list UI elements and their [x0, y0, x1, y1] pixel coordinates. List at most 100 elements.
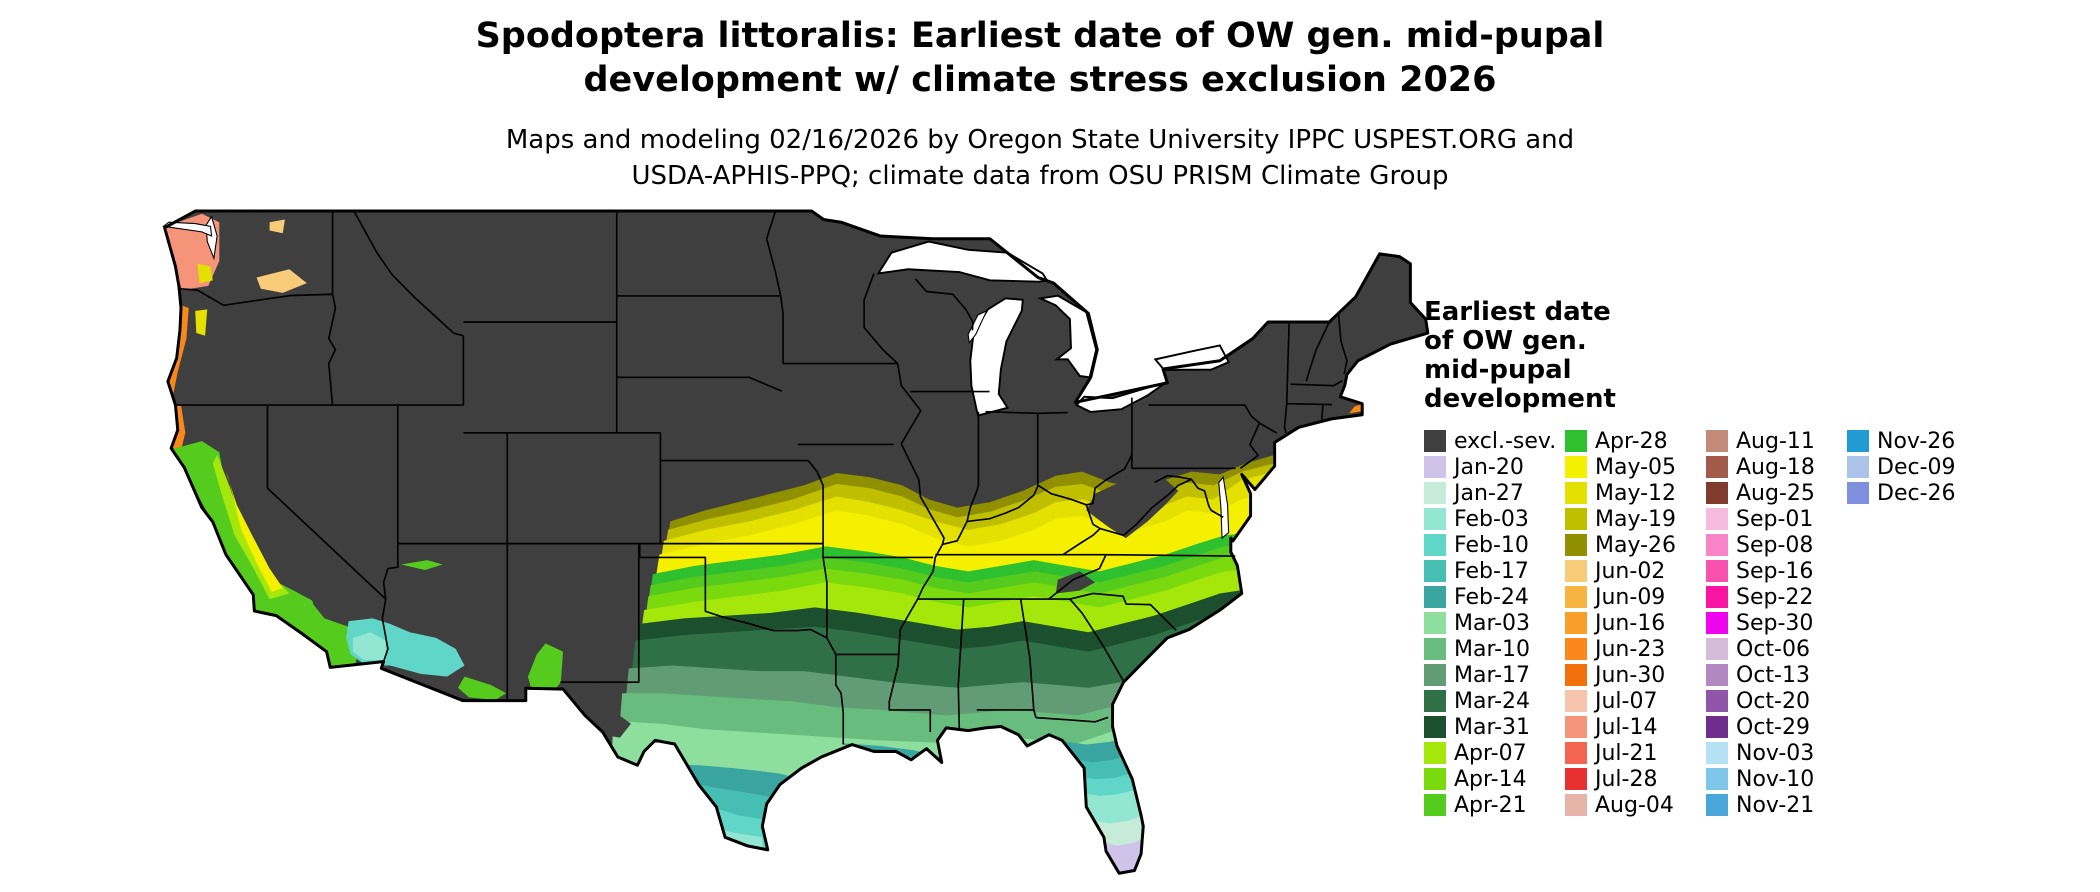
map-region: [598, 712, 631, 738]
map-region: [1086, 477, 1179, 539]
legend-swatch: [1565, 534, 1587, 556]
legend-swatch: [1424, 508, 1446, 530]
legend-item: May-05: [1565, 454, 1706, 480]
map-region: [225, 471, 283, 593]
legend-label: Aug-11: [1736, 428, 1815, 454]
legend-swatch: [1847, 456, 1869, 478]
legend-label: excl.-sev.: [1454, 428, 1557, 454]
us-map-svg: [162, 209, 1430, 875]
legend-label: Feb-24: [1454, 584, 1529, 610]
legend-label: Jul-21: [1595, 740, 1658, 766]
legend-swatch: [1424, 742, 1446, 764]
legend-swatch: [1706, 586, 1728, 608]
legend-label: Aug-18: [1736, 454, 1815, 480]
legend-swatch: [1706, 664, 1728, 686]
legend-label: Oct-29: [1736, 714, 1810, 740]
legend-swatch: [1706, 638, 1728, 660]
legend-label: Feb-10: [1454, 532, 1529, 558]
legend-label: Jul-28: [1595, 766, 1658, 792]
legend-item: Nov-26: [1847, 428, 1988, 454]
legend-swatch: [1565, 742, 1587, 764]
legend-item: Jun-30: [1565, 662, 1706, 688]
legend-label: Apr-28: [1595, 428, 1668, 454]
great-lake: [1153, 344, 1230, 371]
legend-swatch: [1424, 612, 1446, 634]
legend-column: Aug-11 Aug-18 Aug-25 Sep-01 Sep-08 Sep-16 Sep-…: [1706, 428, 1847, 818]
legend-swatch: [1565, 430, 1587, 452]
legend-swatch: [1565, 508, 1587, 530]
legend-swatch: [1565, 664, 1587, 686]
legend-swatch: [1565, 560, 1587, 582]
map-region: [458, 676, 507, 701]
legend-item: Feb-24: [1424, 584, 1565, 610]
legend-item: May-26: [1565, 532, 1706, 558]
legend-swatch: [1565, 456, 1587, 478]
us-choropleth-map: [158, 200, 1430, 890]
legend-item: Jun-23: [1565, 636, 1706, 662]
map-region: [197, 263, 213, 284]
map-region: [195, 309, 208, 336]
legend-item: Aug-25: [1706, 480, 1847, 506]
map-region: [256, 269, 307, 293]
map-region: [309, 590, 362, 627]
legend-label: Jun-30: [1595, 662, 1666, 688]
legend-item: Feb-17: [1424, 558, 1565, 584]
map-region: [527, 643, 564, 694]
legend-swatch: [1424, 716, 1446, 738]
legend-item: Nov-10: [1706, 766, 1847, 792]
legend-label: Nov-26: [1877, 428, 1956, 454]
legend-item: Mar-10: [1424, 636, 1565, 662]
legend-label: Sep-08: [1736, 532, 1814, 558]
legend-label: Mar-17: [1454, 662, 1531, 688]
legend-item: May-12: [1565, 480, 1706, 506]
legend-swatch: [1424, 586, 1446, 608]
legend-swatch: [1565, 638, 1587, 660]
legend-title-line: development: [1424, 384, 1616, 414]
legend-swatch: [1706, 768, 1728, 790]
legend-item: Oct-20: [1706, 688, 1847, 714]
legend-title: Earliest date of OW gen. mid-pupal devel…: [1424, 298, 2096, 414]
map-title-line2: development w/ climate stress exclusion …: [583, 60, 1497, 100]
legend-label: Nov-21: [1736, 792, 1815, 818]
legend-swatch: [1424, 794, 1446, 816]
legend-column: Apr-28 May-05 May-12 May-19 May-26 Jun-02 Jun-…: [1565, 428, 1706, 818]
legend-item: Jun-16: [1565, 610, 1706, 636]
legend-label: Dec-09: [1877, 454, 1956, 480]
map-region: [269, 219, 285, 234]
legend-item: Aug-18: [1706, 454, 1847, 480]
legend-label: Jun-09: [1595, 584, 1666, 610]
legend-item: Jan-27: [1424, 480, 1565, 506]
legend-label: Mar-24: [1454, 688, 1531, 714]
map-subtitle-line1: Maps and modeling 02/16/2026 by Oregon S…: [505, 125, 1575, 155]
legend-label: Jun-02: [1595, 558, 1666, 584]
legend-label: Mar-10: [1454, 636, 1531, 662]
legend-swatch: [1565, 716, 1587, 738]
legend-item: Jun-02: [1565, 558, 1706, 584]
legend-item: Sep-16: [1706, 558, 1847, 584]
legend-item: Apr-07: [1424, 740, 1565, 766]
legend-item: Mar-17: [1424, 662, 1565, 688]
legend-item: Sep-01: [1706, 506, 1847, 532]
legend-item: Mar-24: [1424, 688, 1565, 714]
map-title-line1: Spodoptera littoralis: Earliest date of …: [475, 16, 1605, 56]
legend-label: Jun-16: [1595, 610, 1666, 636]
water-body: [1218, 475, 1230, 540]
legend-swatch: [1706, 742, 1728, 764]
legend-swatch: [1424, 664, 1446, 686]
map-title: Spodoptera littoralis: Earliest date of …: [150, 14, 1930, 102]
map-subtitle: Maps and modeling 02/16/2026 by Oregon S…: [150, 122, 1930, 194]
legend-swatch: [1706, 690, 1728, 712]
legend-item: Sep-22: [1706, 584, 1847, 610]
legend-swatch: [1706, 560, 1728, 582]
legend-swatch: [1847, 482, 1869, 504]
map-subtitle-line2: USDA-APHIS-PPQ; climate data from OSU PR…: [631, 161, 1449, 191]
legend-label: Nov-10: [1736, 766, 1815, 792]
legend-columns: excl.-sev. Jan-20 Jan-27 Feb-03 Feb-10 Feb-17…: [1424, 428, 2096, 818]
legend-label: May-26: [1595, 532, 1677, 558]
legend-item: Aug-11: [1706, 428, 1847, 454]
legend-label: Apr-21: [1454, 792, 1527, 818]
legend: Earliest date of OW gen. mid-pupal devel…: [1424, 298, 2096, 818]
legend-item: Feb-10: [1424, 532, 1565, 558]
legend-swatch: [1565, 586, 1587, 608]
